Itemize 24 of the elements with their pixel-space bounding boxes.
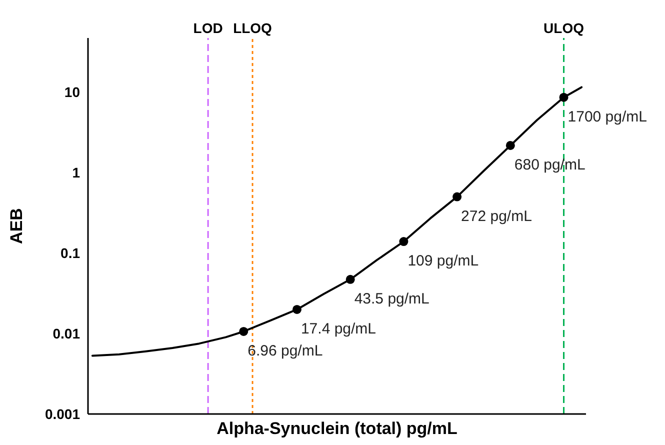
y-axis-title: AEB	[7, 208, 26, 244]
y-tick-label: 0.001	[44, 406, 80, 422]
point	[239, 326, 248, 336]
annotation: 272 pg/mL	[461, 208, 532, 225]
y-tick-label: 0.01	[52, 325, 80, 342]
annotation: 109 pg/mL	[408, 252, 479, 270]
y-tick-label: 0.1	[60, 245, 80, 262]
text: LOD	[193, 20, 223, 36]
y-tick-label: 1	[72, 164, 80, 181]
text: ULOQ	[544, 20, 584, 36]
annotation: 1700 pg/mL	[568, 108, 647, 126]
point	[559, 92, 568, 102]
annotation: 680 pg/mL	[514, 156, 586, 174]
annotation: 43.5 pg/mL	[354, 290, 430, 308]
text: LLOQ	[233, 20, 272, 36]
x-axis-title: Alpha-Synuclein (total) pg/mL	[216, 419, 458, 438]
point	[292, 304, 302, 314]
annotation: 6.96 pg/mL	[248, 342, 323, 360]
y-tick-label: 10	[64, 84, 80, 100]
point	[452, 192, 462, 202]
point	[346, 274, 355, 284]
point	[506, 140, 515, 150]
annotation: 17.4 pg/mL	[300, 320, 376, 338]
point	[399, 237, 408, 246]
